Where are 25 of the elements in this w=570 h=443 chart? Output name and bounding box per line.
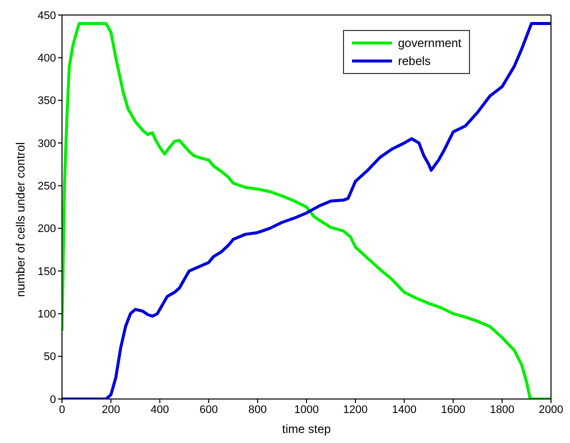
x-tick-label: 1000 [294,404,319,416]
legend-label: government [398,36,462,50]
x-tick-label: 1200 [343,404,368,416]
x-axis-title: time step [282,422,332,436]
x-tick-label: 1400 [392,404,417,416]
y-axis-title: number of cells under control [13,142,28,297]
x-tick-label: 200 [102,404,120,416]
y-tick-label: 150 [38,266,56,278]
y-tick-label: 250 [38,180,56,193]
y-tick-label: 450 [38,10,56,22]
legend-label: rebels [398,54,431,68]
y-tick-label: 0 [50,394,56,406]
x-tick-label: 800 [248,404,267,416]
y-tick-label: 400 [38,52,56,65]
x-tick-label: 1600 [440,404,466,416]
x-tick-label: 1800 [490,404,514,416]
y-tick-label: 200 [38,223,56,236]
x-tick-label: 400 [150,404,169,416]
x-tick-label: 600 [200,404,218,416]
y-tick-label: 50 [44,351,56,364]
y-tick-label: 300 [38,138,56,150]
y-tick-label: 100 [38,308,56,321]
x-tick-label: 2000 [538,404,564,416]
x-tick-label: 0 [58,404,66,416]
y-tick-label: 350 [38,95,56,108]
